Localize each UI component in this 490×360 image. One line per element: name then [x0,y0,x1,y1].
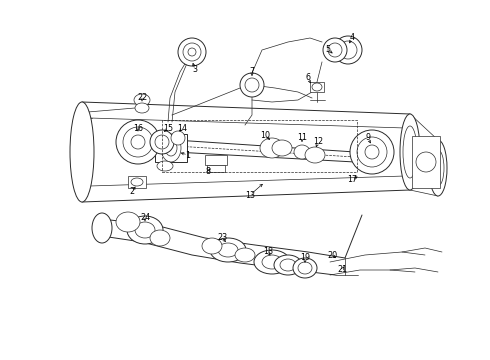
Ellipse shape [294,145,310,159]
Text: 15: 15 [163,123,173,132]
Text: 2: 2 [129,188,135,197]
Ellipse shape [305,147,325,163]
Ellipse shape [210,238,246,262]
Bar [155,134,187,162]
Bar [162,120,357,172]
Bar [310,82,324,92]
Ellipse shape [429,140,447,196]
Ellipse shape [274,255,302,275]
Bar [205,155,227,165]
Ellipse shape [400,114,420,190]
Text: 21: 21 [337,266,347,274]
Text: 7: 7 [249,68,255,77]
Ellipse shape [150,130,174,154]
Ellipse shape [116,120,160,164]
Text: 4: 4 [349,33,354,42]
Bar [128,176,146,188]
Text: 10: 10 [260,130,270,139]
Ellipse shape [70,102,94,202]
Ellipse shape [202,238,222,254]
Text: 16: 16 [133,123,143,132]
Ellipse shape [260,138,284,158]
Ellipse shape [150,230,170,246]
Ellipse shape [134,94,150,106]
Ellipse shape [127,216,163,244]
Text: 23: 23 [217,234,227,243]
Text: 17: 17 [347,175,357,184]
Ellipse shape [254,250,290,274]
Text: 24: 24 [140,213,150,222]
Ellipse shape [293,258,317,278]
Ellipse shape [235,248,255,262]
Text: 8: 8 [205,167,211,176]
Bar [207,165,225,172]
Text: 3: 3 [193,66,197,75]
Text: 6: 6 [305,73,311,82]
Text: 5: 5 [325,45,331,54]
Text: 18: 18 [263,248,273,256]
Ellipse shape [92,213,112,243]
Ellipse shape [334,36,362,64]
Ellipse shape [171,131,185,145]
Text: 19: 19 [300,253,310,262]
Text: 13: 13 [245,190,255,199]
Ellipse shape [135,103,149,113]
Text: 20: 20 [327,251,337,260]
Ellipse shape [157,161,173,171]
Text: 11: 11 [297,134,307,143]
Text: 14: 14 [177,123,187,132]
Ellipse shape [116,212,140,232]
Ellipse shape [240,73,264,97]
Ellipse shape [350,130,394,174]
Ellipse shape [323,38,347,62]
Text: 1: 1 [186,150,191,159]
Ellipse shape [272,140,292,156]
Text: 9: 9 [366,134,370,143]
Bar [412,136,440,188]
Text: 12: 12 [313,138,323,147]
Text: 22: 22 [137,94,147,103]
Ellipse shape [178,38,206,66]
